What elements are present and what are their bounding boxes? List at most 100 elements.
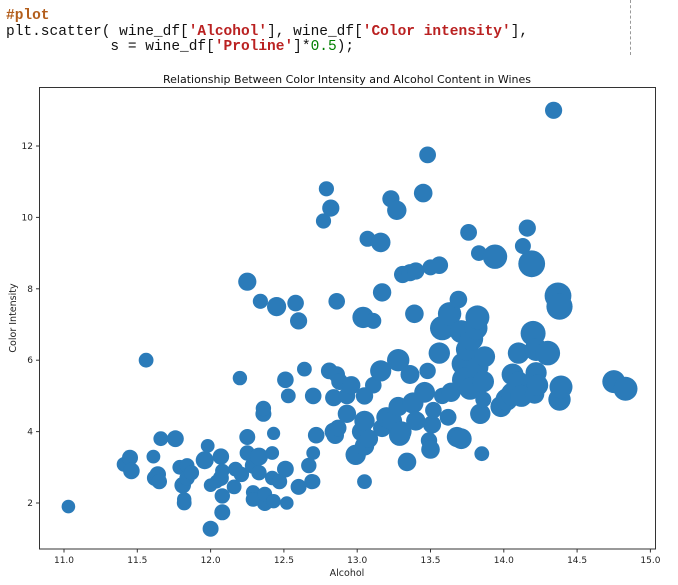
plot-frame	[39, 87, 656, 550]
scatter-point	[200, 439, 215, 453]
scatter-point	[359, 429, 379, 448]
scatter-point	[425, 401, 442, 419]
data-points	[61, 101, 638, 537]
y-tick-label: 12	[22, 142, 33, 152]
y-axis-label: Color Intensity	[8, 283, 19, 353]
scatter-point	[151, 473, 167, 490]
scatter-point	[387, 349, 410, 372]
scatter-point	[277, 460, 294, 478]
scatter-point	[304, 387, 322, 405]
scatter-point	[267, 297, 287, 317]
x-tick-label: 13.0	[347, 556, 367, 566]
x-tick-label: 14.5	[567, 556, 587, 566]
x-tick-label: 11.5	[127, 556, 147, 566]
scatter-point	[315, 213, 332, 229]
scatter-point	[146, 449, 161, 464]
chart-title: Relationship Between Color Intensity and…	[163, 73, 531, 86]
x-tick-label: 15.0	[640, 556, 660, 566]
scatter-point	[342, 376, 361, 395]
scatter-point	[177, 492, 192, 507]
scatter-point	[297, 361, 312, 377]
scatter-point	[265, 446, 280, 460]
scatter-point	[271, 473, 288, 490]
scatter-point	[252, 293, 268, 309]
plot-area	[39, 87, 656, 549]
scatter-point	[470, 403, 491, 424]
x-axis-label: Alcohol	[330, 568, 365, 579]
scatter-point	[474, 346, 496, 367]
scatter-point	[518, 219, 536, 237]
scatter-point	[337, 404, 357, 423]
scatter-point	[138, 352, 154, 368]
scatter-point	[255, 400, 272, 417]
scatter-point	[226, 479, 242, 495]
scatter-point	[422, 415, 442, 434]
code-cell[interactable]: #plot plt.scatter( wine_df['Alcohol'], wi…	[6, 8, 528, 56]
scatter-point	[535, 340, 561, 366]
y-tick-label: 6	[27, 356, 33, 366]
scatter-point	[233, 466, 250, 483]
cell-divider	[630, 0, 631, 55]
scatter-point	[419, 146, 436, 164]
scatter-point	[421, 440, 440, 459]
x-tick-label: 12.5	[274, 556, 294, 566]
scatter-point	[549, 375, 573, 399]
scatter-point	[474, 446, 490, 462]
scatter-point	[287, 294, 304, 312]
scatter-point	[413, 183, 433, 203]
x-tick-label: 11.0	[54, 556, 74, 566]
scatter-point	[372, 283, 392, 302]
scatter-point	[450, 428, 472, 450]
scatter-point	[306, 474, 321, 489]
scatter-point	[370, 232, 391, 253]
scatter-point	[428, 342, 450, 364]
scatter-point	[365, 312, 382, 329]
scatter-point	[153, 431, 169, 447]
scatter-point	[365, 376, 382, 394]
scatter-point	[123, 462, 140, 480]
x-tick-label: 14.0	[494, 556, 514, 566]
scatter-point	[61, 499, 76, 514]
scatter-point	[183, 465, 200, 481]
scatter-point	[290, 312, 308, 330]
scatter-point	[329, 419, 347, 437]
scatter-point	[405, 304, 424, 324]
scatter-point	[514, 238, 531, 254]
scatter-point	[280, 388, 296, 404]
scatter-point	[414, 381, 435, 403]
scatter-point	[322, 199, 340, 217]
x-tick-label: 12.0	[201, 556, 221, 566]
scatter-point	[328, 293, 346, 310]
scatter-point	[318, 181, 334, 197]
scatter-point	[357, 474, 372, 489]
scatter-point	[277, 371, 294, 389]
scatter-point	[449, 290, 468, 309]
code-line: s = wine_df['Proline']*0.5);	[6, 39, 355, 55]
scatter-point	[439, 408, 457, 426]
scatter-point	[400, 365, 420, 384]
scatter-point	[238, 272, 257, 291]
scatter-point	[290, 478, 307, 495]
scatter-point	[437, 302, 462, 326]
x-axis: 11.0 11.5 12.0 12.5 13.0 13.5 14.0 14.5 15.0	[54, 549, 661, 566]
scatter-point	[465, 305, 490, 330]
y-tick-label: 8	[27, 285, 33, 295]
scatter-point	[250, 447, 268, 466]
scatter-point	[266, 494, 281, 509]
scatter-point	[232, 370, 248, 386]
scatter-point	[306, 446, 321, 460]
scatter-point	[507, 342, 530, 364]
scatter-point	[482, 244, 508, 269]
scatter-point	[215, 463, 230, 479]
scatter-point	[390, 421, 412, 442]
scatter-point	[407, 262, 425, 280]
scatter-point	[202, 520, 219, 537]
scatter-point	[122, 449, 138, 466]
scatter-point	[325, 389, 343, 407]
y-tick-label: 4	[27, 428, 33, 438]
scatter-point	[195, 451, 214, 470]
scatter-point	[280, 496, 294, 510]
scatter-point	[167, 430, 184, 448]
scatter-point	[430, 256, 449, 275]
